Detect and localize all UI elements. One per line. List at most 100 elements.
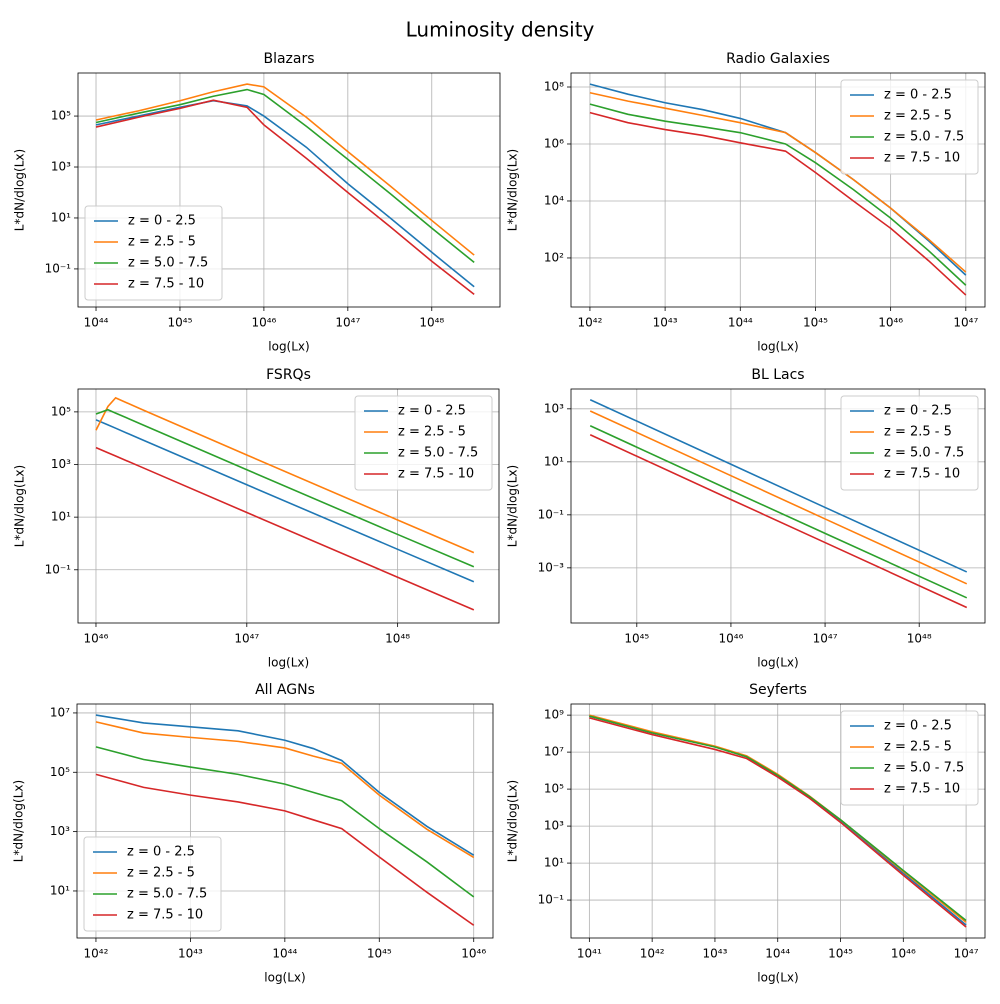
y-tick-label: 10⁵ bbox=[51, 109, 71, 123]
y-tick-label: 10⁴ bbox=[544, 193, 564, 207]
x-tick-label: 10⁴⁷ bbox=[813, 632, 838, 646]
legend-label: z = 5.0 - 7.5 bbox=[884, 761, 964, 776]
subplot: FSRQs log(Lx) L*dN/dlog(Lx) 10⁴⁶ 10⁴⁷ 10⁴⁸ 10⁻… bbox=[13, 367, 500, 670]
x-tick-label: 10⁴¹ bbox=[577, 947, 602, 961]
x-tick-label: 10⁴² bbox=[640, 947, 665, 961]
y-tick-label: 10³ bbox=[50, 824, 70, 838]
x-tick-label: 10⁴⁸ bbox=[419, 316, 444, 330]
y-tick-label: 10¹ bbox=[51, 210, 71, 224]
legend-label: z = 5.0 - 7.5 bbox=[127, 887, 207, 902]
legend-label: z = 7.5 - 10 bbox=[884, 782, 960, 797]
legend: z = 0 - 2.5 z = 2.5 - 5 z = 5.0 - 7.5 z = 7… bbox=[83, 836, 222, 932]
legend-label: z = 7.5 - 10 bbox=[128, 277, 204, 292]
y-axis-label: L*dN/dlog(Lx) bbox=[13, 465, 27, 547]
y-tick-label: 10¹ bbox=[51, 510, 71, 524]
legend-label: z = 5.0 - 7.5 bbox=[398, 446, 478, 461]
x-tick-label: 10⁴⁴ bbox=[84, 316, 109, 330]
line-series bbox=[589, 717, 967, 928]
legend: z = 0 - 2.5 z = 2.5 - 5 z = 5.0 - 7.5 z = 7… bbox=[840, 79, 979, 175]
subplot-title: All AGNs bbox=[255, 682, 315, 698]
line-series bbox=[95, 773, 475, 926]
subplot: Seyferts log(Lx) L*dN/dlog(Lx) 10⁴¹ 10⁴² 10⁴³… bbox=[506, 682, 986, 985]
y-tick-label: 10¹ bbox=[544, 856, 564, 870]
y-tick-label: 10⁻¹ bbox=[538, 893, 565, 907]
x-tick-label: 10⁴⁶ bbox=[878, 316, 903, 330]
y-tick-label: 10⁻³ bbox=[538, 560, 565, 574]
x-tick-label: 10⁴⁷ bbox=[335, 316, 360, 330]
line-series bbox=[589, 91, 967, 273]
x-tick-label: 10⁴² bbox=[577, 316, 602, 330]
legend-label: z = 2.5 - 5 bbox=[398, 425, 466, 440]
legend: z = 0 - 2.5 z = 2.5 - 5 z = 5.0 - 7.5 z = 7… bbox=[354, 395, 493, 491]
y-tick-label: 10⁵ bbox=[544, 782, 564, 796]
axes-frame bbox=[570, 72, 986, 308]
y-tick-label: 10¹ bbox=[544, 454, 564, 468]
y-axis-label: L*dN/dlog(Lx) bbox=[13, 149, 27, 231]
y-tick-label: 10⁵ bbox=[51, 404, 71, 418]
line-series bbox=[95, 99, 475, 296]
y-tick-label: 10⁻¹ bbox=[538, 507, 565, 521]
axes-frame bbox=[570, 388, 986, 624]
x-tick-label: 10⁴⁷ bbox=[954, 947, 979, 961]
x-tick-label: 10⁴⁵ bbox=[624, 632, 649, 646]
line-series bbox=[95, 419, 475, 583]
line-series bbox=[589, 399, 968, 573]
legend-box bbox=[83, 836, 222, 932]
subplot: Radio Galaxies log(Lx) L*dN/dlog(Lx) 10⁴² 10… bbox=[506, 51, 986, 354]
legend-box bbox=[840, 395, 979, 491]
x-tick-label: 10⁴³ bbox=[653, 316, 678, 330]
line-series bbox=[589, 103, 967, 286]
x-tick-label: 10⁴⁵ bbox=[168, 316, 193, 330]
x-tick-label: 10⁴² bbox=[84, 947, 109, 961]
legend-label: z = 7.5 - 10 bbox=[884, 151, 960, 166]
x-tick-label: 10⁴³ bbox=[702, 947, 727, 961]
line-series bbox=[95, 408, 475, 568]
y-tick-label: 10³ bbox=[51, 457, 71, 471]
x-tick-label: 10⁴³ bbox=[178, 947, 203, 961]
x-tick-label: 10⁴⁵ bbox=[803, 316, 828, 330]
legend-label: z = 0 - 2.5 bbox=[884, 88, 952, 103]
axes-frame bbox=[77, 72, 501, 308]
legend: z = 0 - 2.5 z = 2.5 - 5 z = 5.0 - 7.5 z = 7… bbox=[840, 395, 979, 491]
x-tick-label: 10⁴⁷ bbox=[234, 632, 259, 646]
subplot: All AGNs log(Lx) L*dN/dlog(Lx) 10⁴² 10⁴³ 10⁴⁴… bbox=[12, 682, 494, 985]
x-axis-label: log(Lx) bbox=[268, 656, 309, 670]
x-tick-label: 10⁴⁸ bbox=[385, 632, 410, 646]
line-series bbox=[95, 99, 475, 288]
x-axis-label: log(Lx) bbox=[757, 971, 798, 985]
legend-box bbox=[840, 710, 979, 806]
axes-frame bbox=[76, 703, 494, 939]
line-series bbox=[95, 721, 475, 859]
legend-label: z = 2.5 - 5 bbox=[884, 740, 952, 755]
legend-label: z = 7.5 - 10 bbox=[398, 467, 474, 482]
line-series bbox=[95, 714, 475, 856]
legend-label: z = 0 - 2.5 bbox=[127, 845, 195, 860]
line-series bbox=[95, 396, 475, 554]
legend-label: z = 2.5 - 5 bbox=[127, 866, 195, 881]
x-axis-label: log(Lx) bbox=[757, 656, 798, 670]
x-axis-label: log(Lx) bbox=[757, 340, 798, 354]
legend-label: z = 5.0 - 7.5 bbox=[884, 130, 964, 145]
legend-label: z = 0 - 2.5 bbox=[884, 719, 952, 734]
x-tick-label: 10⁴⁵ bbox=[367, 947, 392, 961]
legend-label: z = 0 - 2.5 bbox=[128, 214, 196, 229]
y-tick-label: 10³ bbox=[51, 160, 71, 174]
legend-label: z = 7.5 - 10 bbox=[884, 467, 960, 482]
x-tick-label: 10⁴⁶ bbox=[718, 632, 743, 646]
x-tick-label: 10⁴⁶ bbox=[891, 947, 916, 961]
legend-label: z = 5.0 - 7.5 bbox=[128, 256, 208, 271]
line-series bbox=[589, 715, 967, 922]
y-tick-label: 10³ bbox=[544, 819, 564, 833]
subplot-title: BL Lacs bbox=[751, 367, 804, 383]
x-tick-label: 10⁴⁶ bbox=[251, 316, 276, 330]
x-axis-label: log(Lx) bbox=[264, 971, 305, 985]
line-series bbox=[95, 446, 475, 611]
line-series bbox=[95, 83, 475, 256]
y-tick-label: 10⁷ bbox=[50, 705, 70, 719]
legend: z = 0 - 2.5 z = 2.5 - 5 z = 5.0 - 7.5 z = 7… bbox=[840, 710, 979, 806]
y-tick-label: 10⁻¹ bbox=[45, 261, 72, 275]
x-tick-label: 10⁴⁶ bbox=[461, 947, 486, 961]
y-axis-label: L*dN/dlog(Lx) bbox=[506, 149, 520, 231]
